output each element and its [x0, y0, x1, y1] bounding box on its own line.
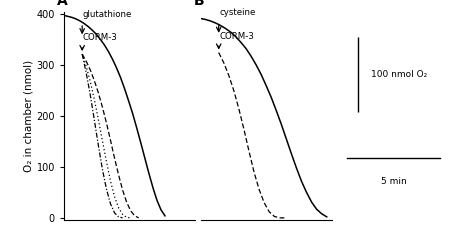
Text: 5 min: 5 min: [381, 177, 407, 186]
Text: B: B: [194, 0, 205, 8]
Text: glutathione: glutathione: [82, 10, 132, 19]
Text: cysteine: cysteine: [219, 9, 255, 18]
Text: CORM-3: CORM-3: [82, 33, 118, 42]
Text: 100 nmol O₂: 100 nmol O₂: [371, 70, 428, 79]
Y-axis label: O₂ in chamber (nmol): O₂ in chamber (nmol): [24, 60, 34, 172]
Text: CORM-3: CORM-3: [219, 32, 254, 41]
Text: A: A: [57, 0, 68, 8]
